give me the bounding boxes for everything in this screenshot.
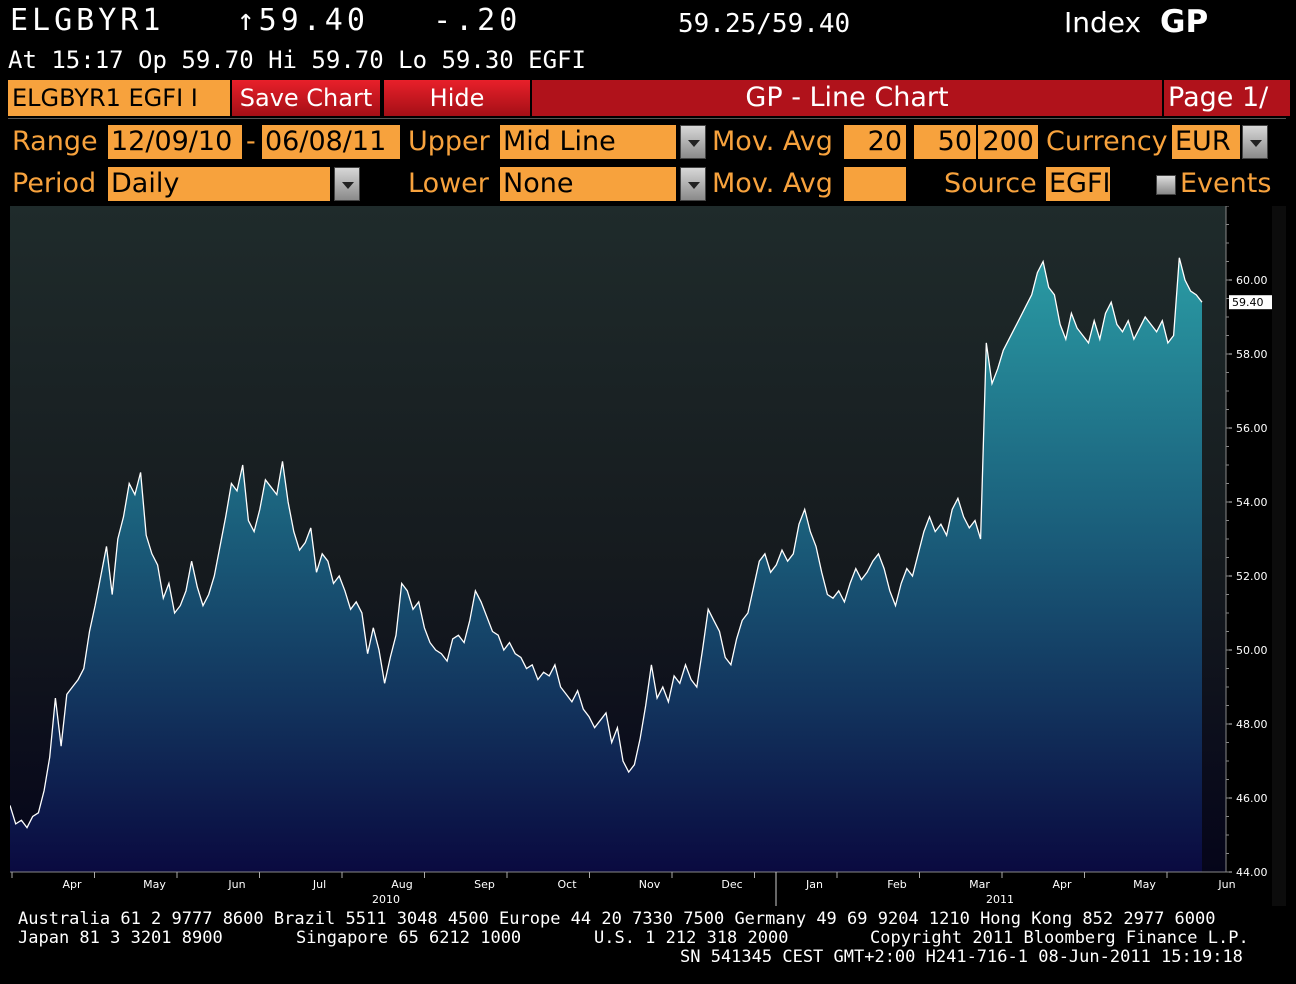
y-tick-label: 52.00 bbox=[1236, 570, 1268, 583]
range-end-input[interactable]: 06/08/11 bbox=[262, 125, 400, 159]
y-tick-label: 56.00 bbox=[1236, 422, 1268, 435]
x-tick-label: Nov bbox=[639, 878, 661, 891]
net-change: -.20 bbox=[433, 3, 522, 38]
currency-label: Currency bbox=[1046, 126, 1168, 157]
price-chart-svg: 44.00 46.00 48.00 50.00 52.00 54.00 56.00 58.00… bbox=[9, 205, 1286, 906]
index-label: Index bbox=[1064, 6, 1142, 39]
y-tick-label: 44.00 bbox=[1236, 866, 1268, 879]
year-label: 2010 bbox=[372, 893, 400, 906]
events-checkbox[interactable] bbox=[1156, 175, 1176, 195]
security-field[interactable]: ELGBYR1 EGFI I bbox=[8, 80, 230, 116]
x-tick-label: May bbox=[1133, 878, 1156, 891]
footer-contacts-line1: Australia 61 2 9777 8600 Brazil 5511 304… bbox=[18, 909, 1216, 929]
footer-copyright: Copyright 2011 Bloomberg Finance L.P. bbox=[870, 928, 1249, 948]
hide-button[interactable]: Hide bbox=[384, 80, 530, 116]
footer-us: U.S. 1 212 318 2000 bbox=[594, 928, 789, 948]
range-separator: - bbox=[246, 126, 256, 157]
footer-session-info: SN 541345 CEST GMT+2:00 H241-716-1 08-Ju… bbox=[680, 947, 1243, 967]
range-label: Range bbox=[12, 126, 98, 157]
period-dropdown-icon[interactable] bbox=[334, 167, 360, 201]
x-tick-label: May bbox=[143, 878, 166, 891]
page-indicator[interactable]: Page 1/ bbox=[1164, 80, 1290, 116]
x-tick-label: Dec bbox=[721, 878, 742, 891]
price-line bbox=[9, 257, 1203, 829]
period-label: Period bbox=[12, 168, 97, 199]
x-tick-label: Oct bbox=[557, 878, 577, 891]
upper-label: Upper bbox=[408, 126, 490, 157]
y-tick-label: 58.00 bbox=[1236, 348, 1268, 361]
x-tick-label: Aug bbox=[391, 878, 412, 891]
lower-dropdown-icon[interactable] bbox=[680, 167, 706, 201]
y-tick-label: 60.00 bbox=[1236, 274, 1268, 287]
events-label: Events bbox=[1180, 168, 1272, 199]
upper-select[interactable]: Mid Line bbox=[500, 125, 676, 159]
lower-select[interactable]: None bbox=[500, 167, 676, 201]
chart-title: GP - Line Chart bbox=[532, 80, 1162, 116]
x-tick-label: Jan bbox=[805, 878, 823, 891]
right-scrollbar[interactable] bbox=[1272, 206, 1286, 906]
source-input[interactable]: EGFI bbox=[1046, 167, 1110, 201]
movavg-50-input[interactable]: 50 bbox=[914, 125, 976, 159]
x-tick-label: Jun bbox=[1217, 878, 1235, 891]
range-start-input[interactable]: 12/09/10 bbox=[108, 125, 242, 159]
footer-singapore: Singapore 65 6212 1000 bbox=[296, 928, 522, 948]
movavg-200-input[interactable]: 200 bbox=[978, 125, 1038, 159]
y-tick-label: 48.00 bbox=[1236, 718, 1268, 731]
session-summary: At 15:17 Op 59.70 Hi 59.70 Lo 59.30 EGFI bbox=[8, 46, 586, 74]
x-tick-label: Mar bbox=[969, 878, 990, 891]
last-price: 59.40 bbox=[258, 3, 369, 38]
upper-dropdown-icon[interactable] bbox=[680, 125, 706, 159]
y-tick-label: 46.00 bbox=[1236, 792, 1268, 805]
movavg-label: Mov. Avg bbox=[712, 126, 833, 157]
x-tick-label: Sep bbox=[474, 878, 495, 891]
movavg-lower-label: Mov. Avg bbox=[712, 168, 833, 199]
ticker-symbol: ELGBYR1 bbox=[10, 3, 165, 38]
up-arrow-icon: ↑ bbox=[236, 3, 259, 38]
x-tick-label: Apr bbox=[1052, 878, 1072, 891]
toolbar: ELGBYR1 EGFI I Save Chart Hide GP - Line… bbox=[0, 80, 1296, 118]
currency-select[interactable]: EUR bbox=[1172, 125, 1240, 159]
y-tick-label: 50.00 bbox=[1236, 644, 1268, 657]
year-label: 2011 bbox=[986, 893, 1014, 906]
x-tick-label: Apr bbox=[62, 878, 82, 891]
y-tick-label: 54.00 bbox=[1236, 496, 1268, 509]
movavg-20-input[interactable]: 20 bbox=[844, 125, 906, 159]
lower-label: Lower bbox=[408, 168, 489, 199]
movavg-lower-input[interactable] bbox=[844, 167, 906, 201]
source-label: Source bbox=[944, 168, 1037, 199]
footer-japan: Japan 81 3 3201 8900 bbox=[18, 928, 223, 948]
last-price-label: 59.40 bbox=[1232, 296, 1264, 309]
x-tick-label: Jun bbox=[227, 878, 245, 891]
period-select[interactable]: Daily bbox=[108, 167, 330, 201]
save-chart-button[interactable]: Save Chart bbox=[232, 80, 380, 116]
price-area bbox=[10, 257, 1202, 872]
x-tick-label: Feb bbox=[887, 878, 906, 891]
last-price-box bbox=[1229, 295, 1273, 310]
function-code: GP bbox=[1160, 4, 1209, 40]
currency-dropdown-icon[interactable] bbox=[1242, 125, 1268, 159]
bid-ask-quote: 59.25/59.40 bbox=[678, 9, 851, 39]
x-tick-label: Jul bbox=[312, 878, 326, 891]
parameter-panel: Range 12/09/10 - 06/08/11 Upper Mid Line… bbox=[8, 118, 1286, 205]
line-chart: 44.00 46.00 48.00 50.00 52.00 54.00 56.00 58.00… bbox=[9, 205, 1286, 908]
ticker-header: ELGBYR1 ↑59.40 -.20 bbox=[10, 4, 521, 38]
